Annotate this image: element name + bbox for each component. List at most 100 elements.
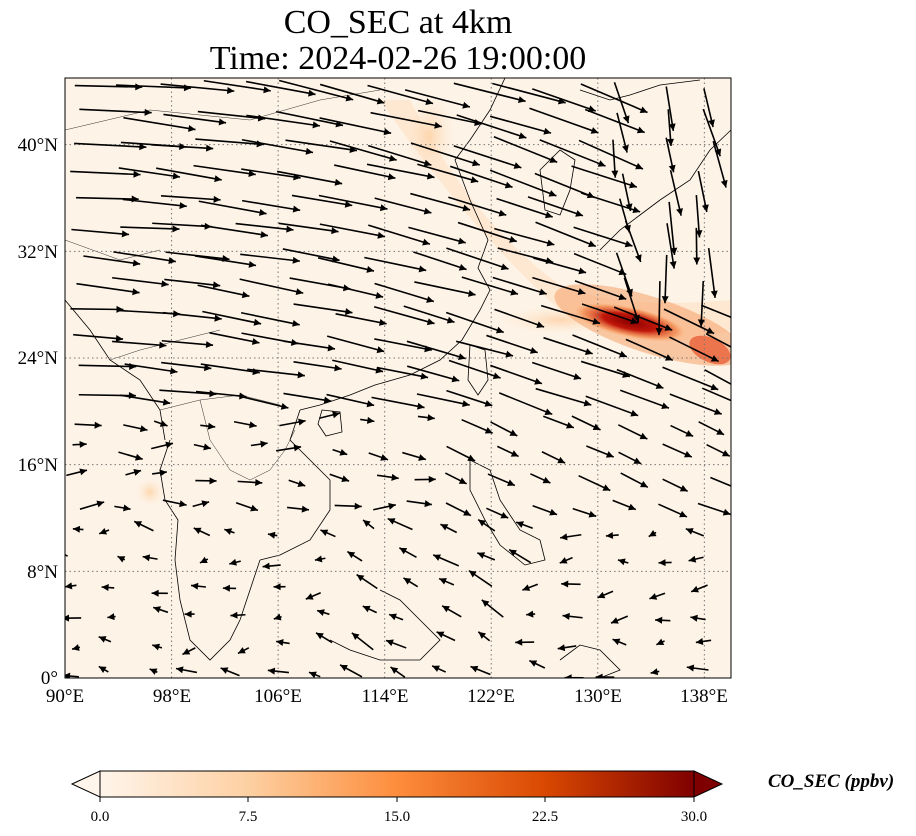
wind-arrow <box>494 227 555 247</box>
wind-arrow <box>98 527 110 535</box>
wind-arrow <box>123 116 196 132</box>
wind-arrow <box>404 89 471 109</box>
wind-arrow <box>247 368 305 379</box>
wind-arrow <box>335 313 387 326</box>
haze-indochina <box>136 478 164 506</box>
wind-arrow <box>222 584 237 592</box>
wind-arrow <box>332 448 348 456</box>
wind-arrow <box>446 247 509 271</box>
lon-tick-label: 106°E <box>254 686 302 707</box>
wind-arrow <box>532 505 558 516</box>
wind-arrow <box>655 616 671 624</box>
wind-arrow <box>402 451 427 461</box>
wind-arrow <box>685 528 705 537</box>
wind-arrow <box>326 335 385 354</box>
wind-arrow <box>417 163 479 184</box>
wind-arrow <box>283 392 332 404</box>
wind-arrow <box>690 614 706 622</box>
wind-arrow <box>346 550 363 562</box>
wind-arrow <box>489 115 552 135</box>
wind-arrow <box>535 387 592 407</box>
concentration-field <box>65 78 731 678</box>
wind-arrow <box>414 281 476 297</box>
wind-arrow <box>329 473 350 483</box>
wind-arrow <box>319 411 340 419</box>
wind-arrow <box>374 197 432 215</box>
wind-arrow <box>152 606 169 614</box>
wind-arrow <box>515 521 533 529</box>
wind-arrow <box>65 553 69 557</box>
wind-arrow <box>199 556 209 564</box>
haze-north <box>405 95 455 175</box>
wind-arrow <box>220 667 240 677</box>
wind-arrow <box>124 363 178 375</box>
wind-arrow <box>203 79 271 94</box>
wind-arrow <box>605 531 619 539</box>
wind-arrow <box>65 672 79 678</box>
wind-arrow <box>161 361 212 372</box>
wind-arrow <box>477 518 496 532</box>
wind-arrow <box>690 584 708 593</box>
wind-arrow <box>193 164 256 177</box>
wind-arrow <box>320 529 336 538</box>
wind-arrow <box>561 580 581 588</box>
wind-arrow <box>508 548 532 564</box>
wind-arrow <box>153 420 168 427</box>
wind-arrow <box>669 170 683 216</box>
wind-arrow <box>327 283 384 299</box>
wind-arrow <box>120 394 171 406</box>
wind-arrow <box>705 333 731 348</box>
latitude-ticks: 0° 8°N 16°N 24°N 32°N 40°N <box>18 135 59 689</box>
wind-arrow <box>334 164 396 181</box>
wind-arrow <box>273 613 282 621</box>
wind-arrow <box>669 393 723 415</box>
wind-arrow <box>406 340 466 360</box>
wind-arrow <box>445 311 505 334</box>
wind-arrow <box>535 221 597 248</box>
wind-arrow <box>387 517 413 531</box>
colorbar-tick-label: 7.5 <box>239 809 258 825</box>
wind-arrow <box>530 473 551 484</box>
map-subtitle-time: Time: 2024-02-26 19:00:00 <box>209 40 587 77</box>
wind-arrow <box>448 359 501 380</box>
wind-arrow <box>83 255 141 267</box>
wind-arrow <box>712 140 728 188</box>
wind-arrow <box>522 583 539 591</box>
wind-arrow <box>373 306 435 326</box>
wind-arrow <box>250 440 268 448</box>
wind-arrow <box>493 136 558 164</box>
wind-arrow <box>195 390 247 400</box>
wind-arrow <box>276 170 343 186</box>
wind-arrow <box>695 638 712 645</box>
wind-arrow <box>655 281 663 336</box>
wind-arrow <box>496 445 519 458</box>
wind-arrow <box>72 440 87 448</box>
wind-arrow <box>79 108 152 116</box>
wind-arrow <box>71 644 81 651</box>
wind-arrow <box>329 140 397 162</box>
wind-arrow <box>486 334 538 354</box>
wind-arrow <box>276 639 290 646</box>
wind-arrow <box>407 365 460 383</box>
wind-arrow <box>658 559 672 567</box>
wind-arrow <box>557 644 577 652</box>
wind-arrow <box>410 142 480 167</box>
lat-tick-label: 32°N <box>18 242 59 263</box>
wind-arrow <box>416 393 470 408</box>
wind-arrow <box>114 504 131 512</box>
wind-arrow <box>650 668 660 676</box>
wind-arrow <box>112 276 169 288</box>
wind-arrow <box>453 145 522 169</box>
wind-arrow <box>319 223 386 239</box>
wind-arrow <box>710 476 731 487</box>
wind-arrow <box>701 387 731 402</box>
wind-arrow <box>197 284 250 299</box>
map-frame <box>64 77 732 679</box>
map-title: CO_SEC at 4km <box>283 4 513 41</box>
lat-tick-label: 16°N <box>18 455 59 476</box>
wind-arrow <box>595 673 615 678</box>
wind-arrow <box>618 451 642 465</box>
wind-arrow <box>66 468 88 477</box>
wind-arrow <box>700 304 731 319</box>
wind-arrow <box>373 502 396 511</box>
